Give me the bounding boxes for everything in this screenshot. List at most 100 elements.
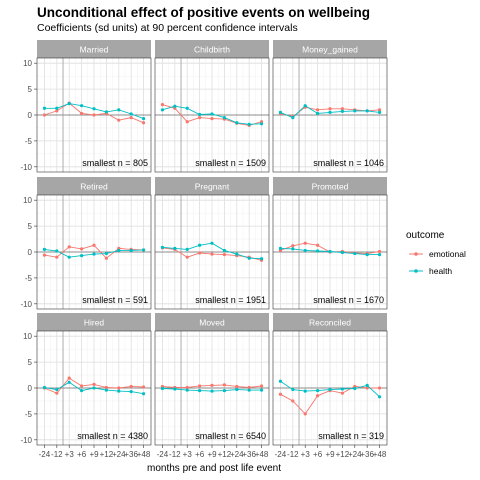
data-point-health xyxy=(42,247,47,252)
data-point-health xyxy=(303,104,307,108)
x-tick-label: +12 xyxy=(218,450,232,459)
y-tick-label: -10 xyxy=(20,163,32,172)
data-point-emotional xyxy=(316,243,320,247)
data-point-health xyxy=(247,122,251,126)
data-point-health xyxy=(92,386,96,390)
data-point-health xyxy=(247,388,251,392)
legend-item-health: health xyxy=(409,266,452,276)
data-point-health xyxy=(185,247,189,252)
data-point-health xyxy=(210,241,214,245)
panel-border xyxy=(272,194,388,310)
data-point-health xyxy=(42,385,47,390)
sample-size-label: smallest n = 1670 xyxy=(313,295,384,305)
data-point-health xyxy=(303,248,307,253)
data-point-health xyxy=(222,248,226,253)
data-point-health xyxy=(235,121,239,125)
panel-reconciled: Reconciled smallest n = 319 -24 -12 +3 +6 +9 +1… xyxy=(272,313,388,459)
data-point-health xyxy=(365,252,369,257)
panel-strip xyxy=(155,313,269,331)
data-point-emotional xyxy=(80,384,84,388)
data-point-health xyxy=(353,251,357,256)
data-point-health xyxy=(377,395,382,399)
x-tick-label: +24 xyxy=(112,450,126,459)
data-point-health xyxy=(340,387,344,391)
data-point-emotional xyxy=(67,376,71,380)
x-tick-label: +3 xyxy=(183,450,193,459)
y-tick-label: -5 xyxy=(25,274,33,283)
data-point-emotional xyxy=(55,109,59,113)
x-tick-label: +6 xyxy=(77,450,87,459)
panel-pregnant: Pregnant smallest n = 1951 xyxy=(154,177,270,310)
data-point-health xyxy=(185,106,189,110)
panel-strip xyxy=(273,177,387,195)
sample-size-label: smallest n = 1046 xyxy=(313,158,384,168)
panel-money-gained: Money_gained smallest n = 1046 xyxy=(272,40,388,173)
panel-strip xyxy=(155,177,269,195)
panel-strip xyxy=(273,40,387,58)
data-point-health xyxy=(67,380,71,384)
panel-strip-label: Promoted xyxy=(312,182,349,192)
data-point-emotional xyxy=(55,391,59,395)
data-point-health xyxy=(173,387,177,391)
panel-strip-label: Pregnant xyxy=(195,182,230,192)
x-tick-label: +6 xyxy=(313,450,323,459)
x-tick-label: +36 xyxy=(124,450,138,459)
data-point-emotional xyxy=(365,386,369,390)
data-point-emotional xyxy=(303,412,307,416)
x-tick-label: +9 xyxy=(207,450,217,459)
data-point-health xyxy=(67,102,71,106)
data-point-health xyxy=(55,387,59,392)
data-point-emotional xyxy=(80,111,84,116)
panel-strip-label: Childbirth xyxy=(194,45,230,55)
x-tick-label: +48 xyxy=(137,450,151,459)
y-tick-label: 0 xyxy=(28,111,33,120)
data-point-health xyxy=(278,110,283,115)
data-point-health xyxy=(104,110,108,114)
data-point-emotional xyxy=(377,249,382,254)
data-point-health xyxy=(353,386,357,391)
data-point-emotional xyxy=(278,392,283,396)
data-point-emotional xyxy=(67,245,71,249)
data-point-emotional xyxy=(222,252,226,257)
legend-key-point xyxy=(414,252,418,256)
data-point-health xyxy=(198,112,202,117)
sample-size-label: smallest n = 1951 xyxy=(195,295,266,305)
data-point-health xyxy=(316,388,320,393)
panel-married: Married smallest n = 805 -10 -5 0 5 10 xyxy=(20,40,152,173)
y-tick-label: 10 xyxy=(23,196,32,205)
data-point-health xyxy=(129,390,133,394)
data-point-health xyxy=(235,387,239,392)
data-point-health xyxy=(185,388,189,392)
x-tick-label: -12 xyxy=(169,450,181,459)
data-point-health xyxy=(117,248,121,253)
data-point-emotional xyxy=(328,107,332,111)
data-point-health xyxy=(353,109,357,113)
x-tick-label: +36 xyxy=(242,450,256,459)
panel-childbirth: Childbirth smallest n = 1509 xyxy=(154,40,270,173)
panel-retired: Retired smallest n = 591 -10 -5 0 5 10 xyxy=(20,177,152,310)
legend-item-emotional: emotional xyxy=(409,249,466,259)
legend-key-point xyxy=(414,269,418,273)
data-point-emotional xyxy=(210,252,214,256)
data-point-emotional xyxy=(104,385,108,390)
x-tick-label: -12 xyxy=(287,450,299,459)
data-point-health xyxy=(55,106,59,110)
data-point-health xyxy=(365,383,369,388)
x-tick-label: +9 xyxy=(325,450,335,459)
data-point-emotional xyxy=(247,385,251,390)
data-point-emotional xyxy=(55,255,59,259)
panel-strip-label: Married xyxy=(80,45,109,55)
panel-strip xyxy=(273,313,387,331)
data-point-health xyxy=(92,252,96,256)
data-point-health xyxy=(377,110,382,115)
data-point-health xyxy=(365,109,369,113)
data-point-emotional xyxy=(129,115,133,120)
y-tick-label: -5 xyxy=(25,410,33,419)
legend-label: health xyxy=(429,266,452,276)
data-point-health xyxy=(328,387,332,392)
data-point-health xyxy=(80,388,84,393)
data-point-health xyxy=(291,387,295,392)
data-point-emotional xyxy=(92,113,96,117)
